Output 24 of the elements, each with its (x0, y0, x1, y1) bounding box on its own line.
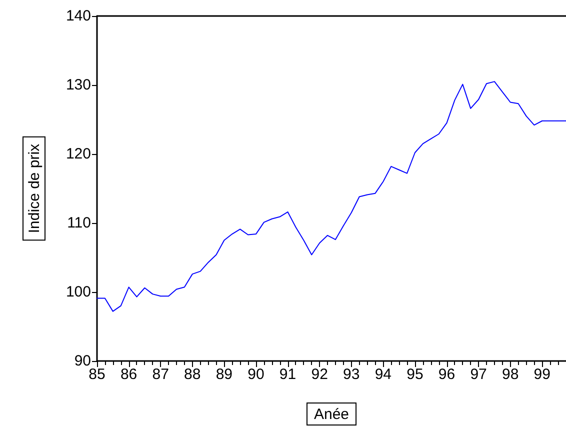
y-tick-label: 110 (67, 214, 91, 232)
x-tick-label: 99 (534, 366, 550, 383)
y-tick-label: 100 (66, 284, 91, 300)
y-axis-title: Indice de prix (26, 143, 43, 234)
x-tick-label: 90 (248, 366, 264, 383)
x-tick-label: 86 (120, 366, 138, 383)
x-tick-label: 97 (470, 366, 487, 383)
x-tick-label: 91 (279, 366, 296, 383)
x-tick-label: 92 (311, 366, 328, 383)
x-tick-label: 94 (374, 366, 392, 383)
y-tick-label: 140 (66, 8, 91, 24)
x-tick-label: 88 (184, 366, 201, 383)
y-tick-label: 130 (66, 76, 91, 94)
x-tick-label: 98 (502, 366, 519, 383)
x-tick-label: 96 (438, 366, 456, 383)
y-tick-label: 90 (74, 352, 91, 370)
x-tick-label: 93 (343, 366, 360, 383)
x-tick-label: 87 (152, 366, 169, 383)
x-axis-title: Anée (314, 406, 350, 423)
x-tick-label: 95 (406, 366, 424, 383)
line-series (96, 81, 566, 312)
y-tick-label: 120 (66, 146, 91, 162)
x-tick-label: 85 (88, 366, 106, 383)
x-tick-label: 89 (216, 366, 233, 383)
